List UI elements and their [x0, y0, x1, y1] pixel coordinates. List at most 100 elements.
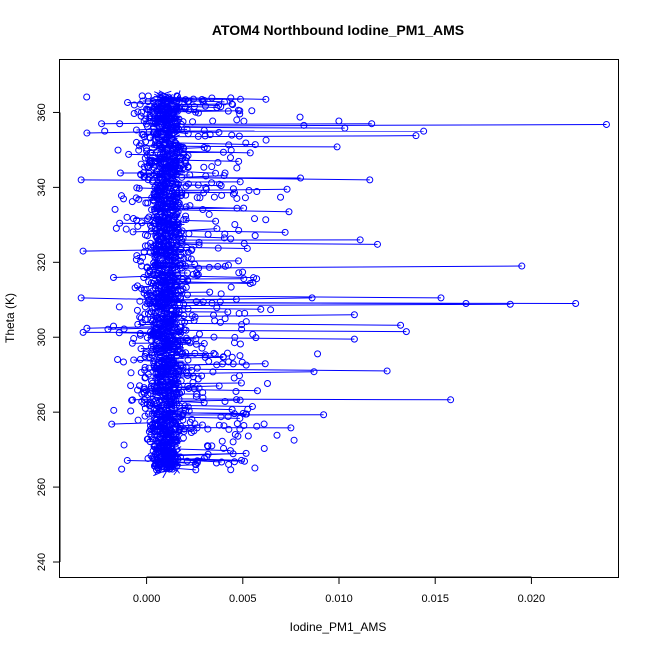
data-point: [120, 358, 128, 366]
data-point: [232, 396, 240, 404]
data-point: [171, 180, 179, 188]
data-point: [172, 103, 180, 111]
data-point: [236, 396, 244, 404]
data-point: [194, 109, 202, 117]
data-point: [172, 160, 180, 168]
data-point: [229, 190, 237, 198]
data-point: [217, 413, 225, 421]
data-point: [210, 349, 218, 357]
data-point: [236, 352, 244, 360]
data-point: [152, 437, 160, 445]
data-point: [144, 106, 152, 114]
data-point: [176, 453, 184, 461]
data-point: [229, 360, 237, 368]
data-point: [168, 135, 176, 143]
data-point: [142, 349, 150, 357]
data-point: [83, 93, 91, 101]
data-point: [174, 379, 182, 387]
data-point: [506, 300, 514, 308]
data-point: [147, 227, 155, 235]
data-point: [184, 305, 192, 313]
data-point: [147, 316, 155, 324]
data-point: [225, 141, 233, 149]
data-point: [181, 105, 189, 113]
data-point: [238, 325, 246, 333]
data-point: [183, 291, 191, 299]
data-point: [232, 295, 240, 303]
data-point: [186, 202, 194, 210]
data-point: [183, 457, 191, 465]
data-point: [130, 335, 138, 343]
data-point: [199, 298, 207, 306]
data-point: [175, 103, 183, 111]
data-point: [208, 299, 216, 307]
data-point: [168, 131, 176, 139]
data-point: [572, 300, 580, 308]
data-point: [156, 410, 164, 418]
data-point: [146, 114, 154, 122]
y-tick-label: 340: [36, 178, 48, 196]
data-point: [108, 420, 116, 428]
data-point: [241, 309, 249, 317]
data-point: [166, 163, 174, 171]
data-point: [147, 148, 155, 156]
data-point: [162, 461, 170, 469]
data-point: [238, 321, 246, 329]
data-point: [124, 98, 132, 106]
data-point: [166, 107, 174, 115]
data-point: [262, 95, 270, 103]
data-point: [167, 290, 175, 298]
data-point: [170, 378, 178, 386]
data-point: [193, 364, 201, 372]
data-point: [148, 206, 156, 214]
data-point: [142, 285, 150, 293]
data-point: [145, 156, 153, 164]
series-line: [172, 246, 248, 249]
data-point: [195, 238, 203, 246]
x-tick-label: 0.015: [421, 593, 449, 605]
data-point: [241, 194, 249, 202]
data-point: [220, 234, 228, 242]
data-point: [163, 252, 171, 260]
data-point: [210, 333, 218, 341]
data-point: [184, 180, 192, 188]
data-point: [152, 387, 160, 395]
data-point: [240, 204, 248, 212]
data-point: [149, 129, 157, 137]
data-point: [182, 182, 190, 190]
series-line: [158, 126, 345, 129]
data-point: [134, 386, 142, 394]
data-point: [167, 158, 175, 166]
data-point: [138, 390, 146, 398]
data-point: [235, 132, 243, 140]
data-point: [141, 363, 149, 371]
data-point: [171, 303, 179, 311]
data-point: [155, 141, 163, 149]
data-point: [150, 442, 158, 450]
data-point: [175, 98, 183, 106]
data-point: [157, 303, 165, 311]
data-point: [166, 269, 174, 277]
series-line: [184, 412, 246, 415]
data-point: [178, 191, 186, 199]
data-point: [223, 349, 231, 357]
data-point: [234, 257, 242, 265]
data-point: [155, 439, 163, 447]
data-point: [142, 138, 150, 146]
data-point: [189, 373, 197, 381]
series-line: [179, 457, 205, 461]
data-point: [152, 301, 160, 309]
data-point: [145, 410, 153, 418]
data-point: [135, 146, 143, 154]
data-point: [229, 438, 237, 446]
data-point: [165, 123, 173, 131]
data-point: [263, 379, 271, 387]
data-point: [165, 256, 173, 264]
data-point: [137, 314, 145, 322]
data-point: [177, 287, 185, 295]
data-point: [169, 212, 177, 220]
data-point: [227, 466, 235, 474]
data-point: [140, 173, 148, 181]
data-point: [168, 203, 176, 211]
data-point: [173, 401, 181, 409]
